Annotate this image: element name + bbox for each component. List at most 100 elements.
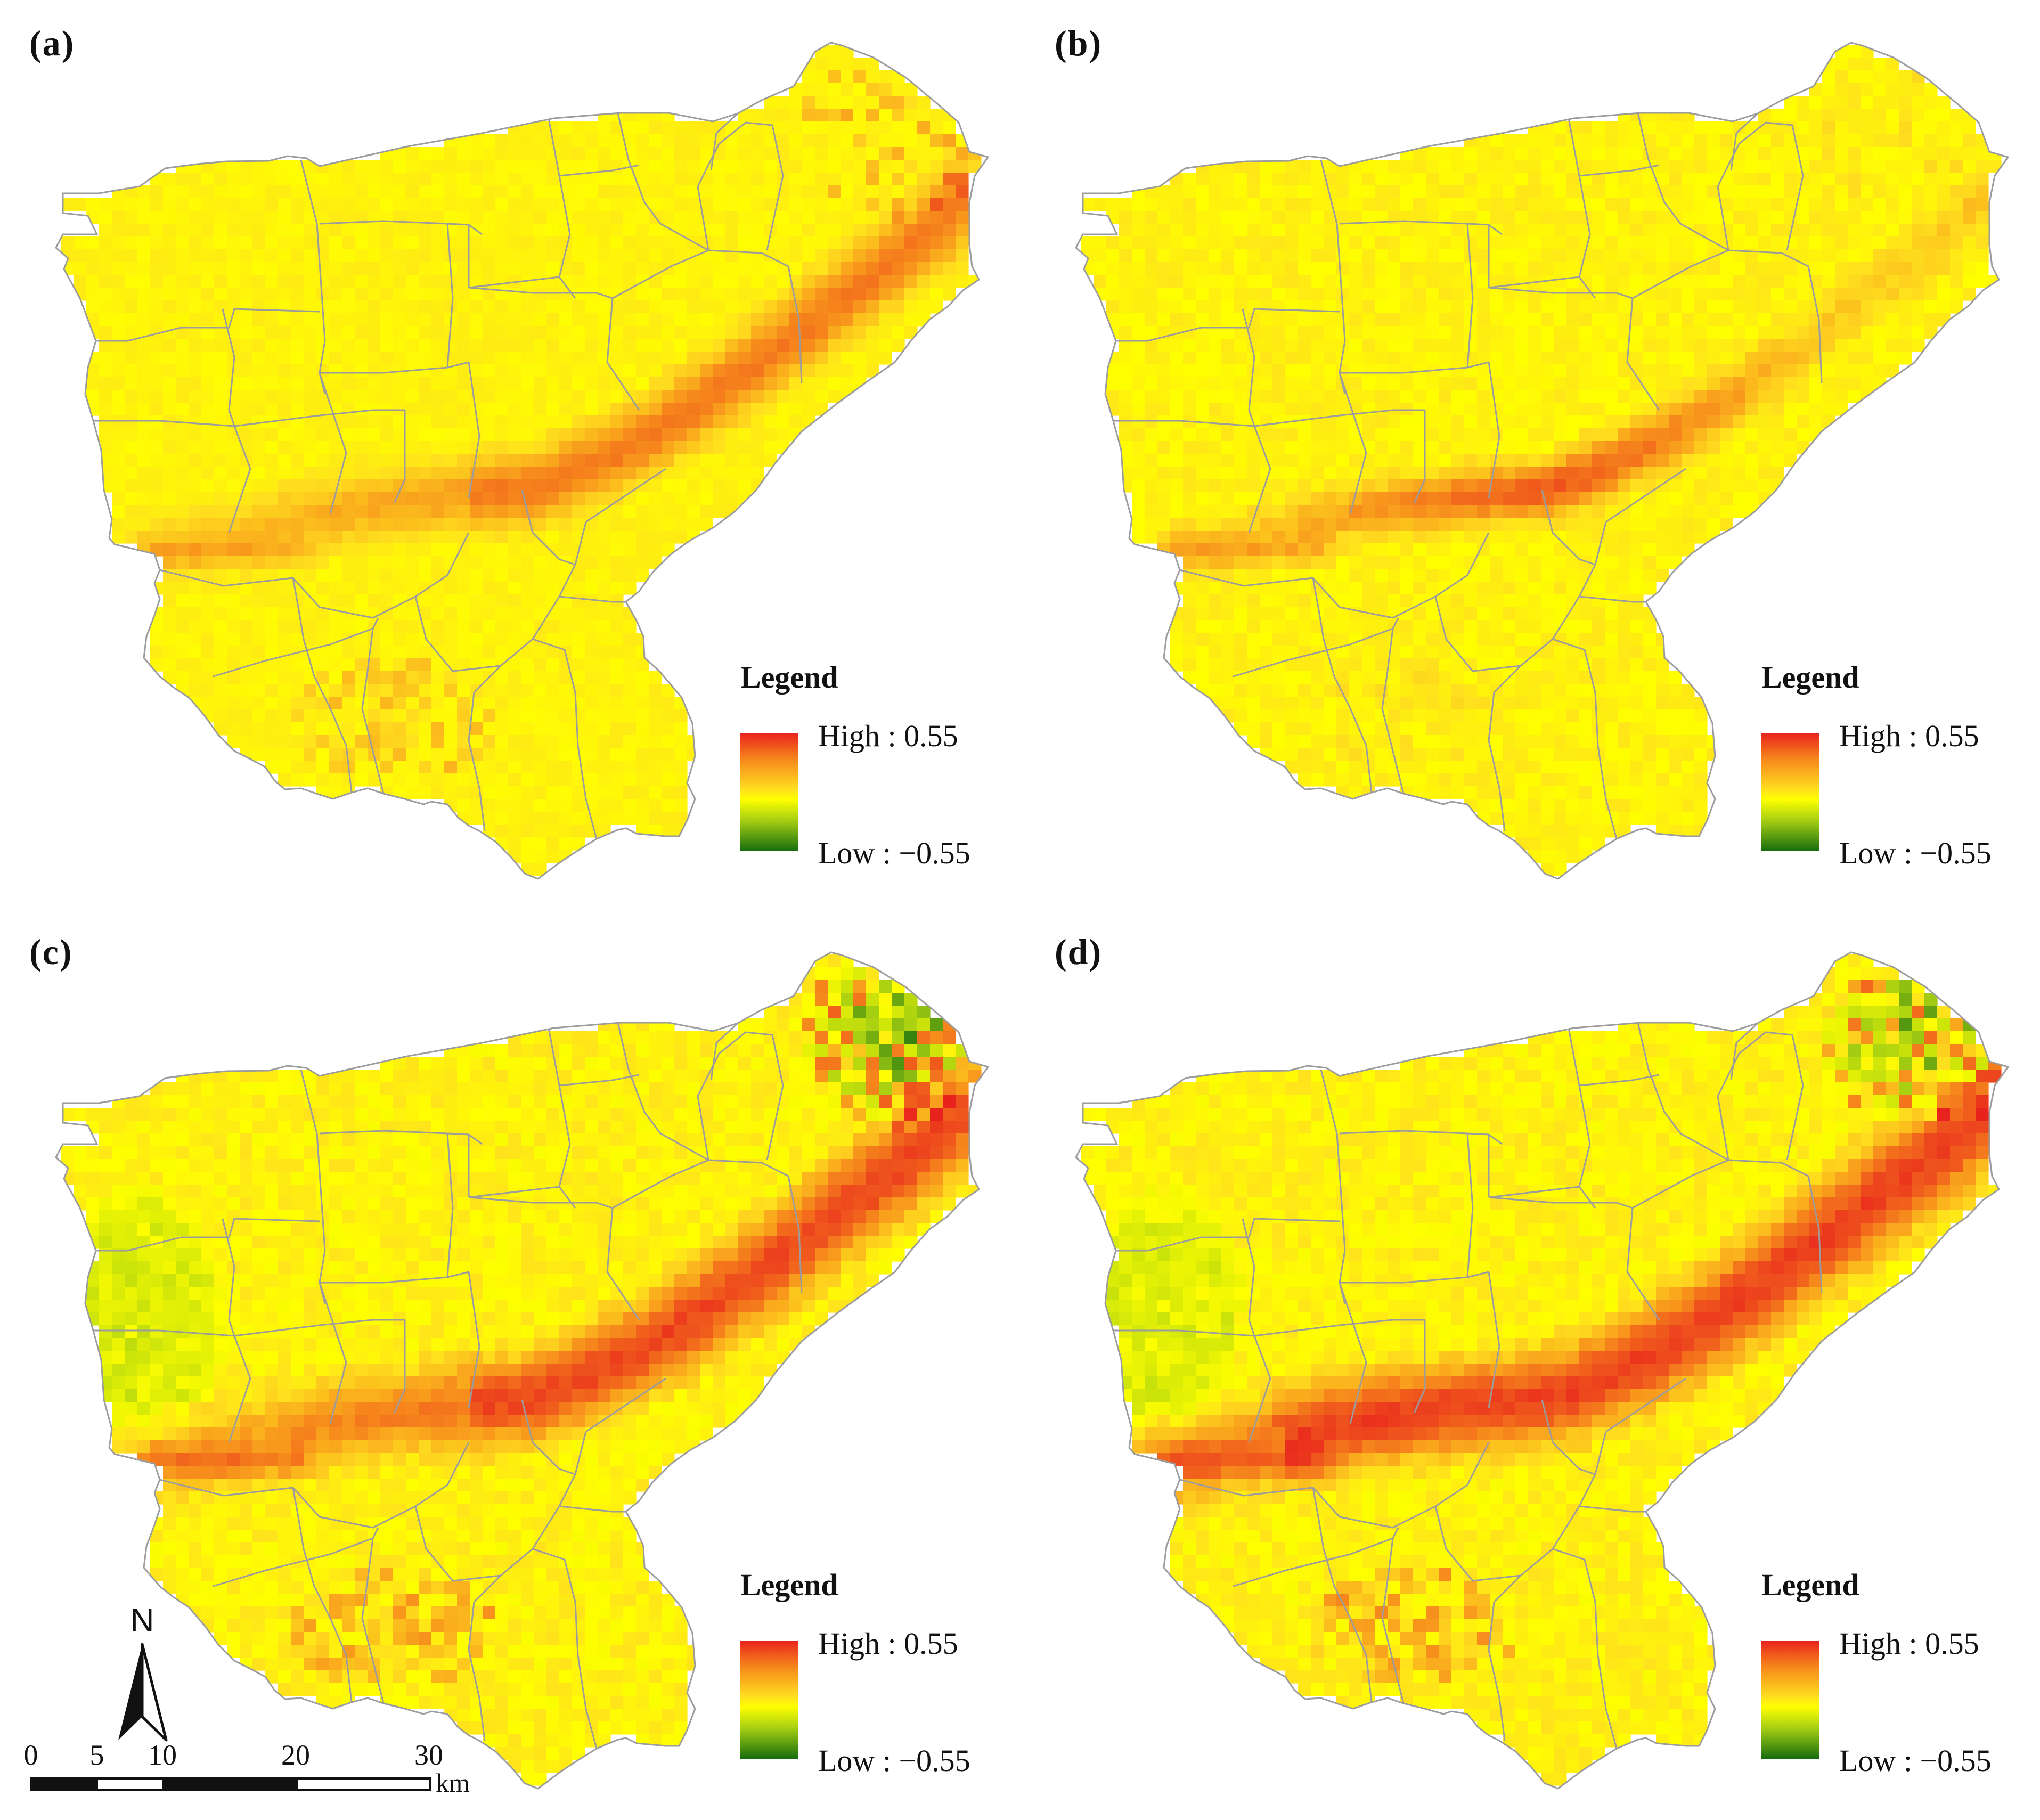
district-boundary: [222, 1218, 235, 1336]
raster-cells: [1081, 45, 2002, 876]
district-boundary: [1579, 1505, 1633, 1513]
district-boundary: [1717, 1031, 1804, 1161]
district-boundary: [1717, 121, 1804, 251]
district-boundary: [292, 1487, 353, 1703]
district-boundary: [1242, 1218, 1255, 1336]
district-boundary: [1339, 1130, 1503, 1145]
district-boundary: [320, 361, 469, 374]
district-boundary: [532, 1548, 598, 1749]
district-boundary: [1248, 426, 1271, 533]
district-boundary: [761, 252, 803, 384]
district-boundary: [1179, 1442, 1490, 1529]
district-boundary: [521, 489, 576, 566]
district-boundary: [617, 112, 709, 251]
district-boundary: [93, 1329, 235, 1337]
study-area-outline: [55, 42, 990, 880]
district-boundary: [1312, 577, 1373, 793]
district-boundary: [361, 1538, 385, 1704]
district-boundary: [1340, 361, 1489, 374]
district-boundary: [1233, 617, 1399, 678]
district-boundary: [1254, 409, 1425, 427]
district-boundary: [320, 1271, 469, 1284]
district-boundary: [234, 409, 405, 427]
district-boundary: [468, 287, 613, 299]
district-boundary: [468, 1574, 502, 1741]
district-boundary: [1488, 665, 1522, 831]
district-boundary: [1381, 628, 1405, 794]
district-boundary: [521, 1399, 576, 1475]
district-boundary: [548, 1027, 576, 1209]
district-boundary: [1488, 1271, 1500, 1408]
district-boundary: [393, 1320, 406, 1414]
district-boundary: [393, 410, 406, 504]
district-boundary: [1105, 1218, 1340, 1252]
district-boundary: [1339, 220, 1503, 235]
raster-cells: [61, 45, 982, 876]
district-boundary: [1488, 1196, 1633, 1209]
district-boundary: [1568, 1027, 1596, 1209]
district-boundary: [468, 276, 560, 289]
district-boundaries: [85, 1022, 803, 1749]
district-boundary: [1626, 1207, 1660, 1320]
district-boundary: [213, 617, 379, 678]
district-boundary: [414, 521, 587, 672]
district-boundary: [1466, 1133, 1474, 1278]
district-boundary: [228, 426, 251, 533]
district-boundary: [446, 223, 454, 368]
district-boundary: [468, 1186, 560, 1198]
district-boundary: [234, 1319, 405, 1337]
district-boundary: [1632, 1159, 1782, 1209]
district-boundary: [761, 1162, 803, 1294]
district-boundary: [548, 118, 576, 299]
district-boundary: [1248, 1335, 1271, 1443]
district-boundary: [468, 665, 502, 831]
district-boundary: [222, 308, 235, 427]
district-boundary: [1605, 468, 1686, 523]
district-boundary: [1434, 1431, 1607, 1582]
map-panel-b: [1075, 42, 2010, 880]
district-boundary: [159, 532, 470, 619]
district-boundary: [559, 164, 640, 177]
district-boundary: [1552, 1548, 1618, 1749]
district-boundary: [1381, 1538, 1405, 1704]
district-boundary: [585, 1377, 666, 1433]
district-boundary: [468, 1271, 480, 1408]
district-boundary: [1242, 308, 1255, 427]
district-boundary: [1312, 1487, 1373, 1703]
district-boundary: [1339, 1282, 1367, 1424]
district-boundary: [697, 1031, 784, 1161]
district-boundary: [1579, 1074, 1660, 1087]
district-boundary: [1254, 1319, 1425, 1337]
district-boundary: [93, 420, 235, 427]
district-boundary: [1579, 595, 1633, 603]
district-boundary: [85, 308, 320, 342]
district-boundaries: [85, 112, 803, 839]
study-area-outline: [1075, 42, 2010, 880]
district-boundary: [559, 1505, 613, 1513]
district-boundary: [319, 1282, 347, 1424]
district-boundary: [1466, 223, 1474, 368]
district-boundary: [559, 595, 613, 603]
district-boundary: [1781, 1162, 1823, 1294]
district-boundary: [710, 112, 739, 171]
district-boundary: [617, 1022, 709, 1161]
district-boundary: [1488, 1186, 1580, 1198]
district-boundary: [1488, 287, 1633, 299]
map-panel-a: [55, 42, 990, 880]
district-boundary: [1179, 532, 1490, 619]
district-boundaries: [1105, 112, 1823, 839]
district-boundary: [1413, 410, 1426, 504]
district-boundary: [1541, 1399, 1596, 1475]
district-boundary: [1637, 112, 1729, 251]
map-panel-d: [1075, 951, 2010, 1790]
district-boundary: [559, 1074, 640, 1087]
district-boundary: [1781, 252, 1823, 384]
district-boundary: [1488, 1574, 1522, 1741]
district-boundary: [1568, 118, 1596, 299]
district-boundary: [213, 1527, 379, 1587]
district-boundary: [1605, 1377, 1686, 1433]
district-boundary: [1552, 638, 1618, 839]
map-panel-c: [55, 951, 990, 1790]
district-boundary: [319, 1130, 483, 1145]
